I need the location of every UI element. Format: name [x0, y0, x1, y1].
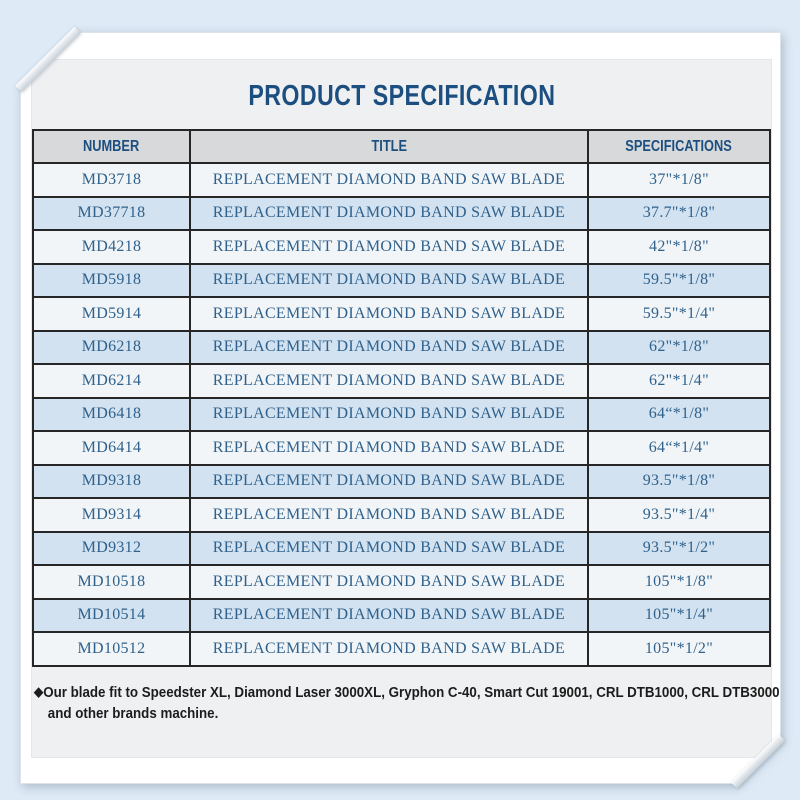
cell-number: MD10512 [33, 632, 190, 666]
cell-spec: 64“*1/4" [588, 431, 770, 465]
spec-table: NUMBER TITLE SPECIFICATIONS MD3718 REPLAC… [32, 129, 771, 667]
table-row: MD3718 REPLACEMENT DIAMOND BAND SAW BLADE… [33, 163, 770, 197]
note-line-2: and other brands machine. [34, 704, 712, 725]
cell-number: MD5918 [33, 264, 190, 298]
compatibility-note: ◆Our blade fit to Speedster XL, Diamond … [34, 681, 771, 725]
table-row: MD10518 REPLACEMENT DIAMOND BAND SAW BLAD… [33, 565, 770, 599]
cell-spec: 59.5"*1/8" [588, 264, 770, 298]
cell-title: REPLACEMENT DIAMOND BAND SAW BLADE [190, 364, 588, 398]
cell-number: MD9312 [33, 532, 190, 566]
cell-spec: 62"*1/4" [588, 364, 770, 398]
col-header-number: NUMBER [33, 130, 190, 163]
table-row: MD10512 REPLACEMENT DIAMOND BAND SAW BLAD… [33, 632, 770, 666]
cell-spec: 105"*1/2" [588, 632, 770, 666]
cell-spec: 37"*1/8" [588, 163, 770, 197]
table-row: MD4218 REPLACEMENT DIAMOND BAND SAW BLADE… [33, 230, 770, 264]
col-header-title-label: TITLE [371, 137, 407, 155]
cell-title: REPLACEMENT DIAMOND BAND SAW BLADE [190, 264, 588, 298]
cell-title: REPLACEMENT DIAMOND BAND SAW BLADE [190, 565, 588, 599]
cell-number: MD10518 [33, 565, 190, 599]
cell-title: REPLACEMENT DIAMOND BAND SAW BLADE [190, 498, 588, 532]
cell-title: REPLACEMENT DIAMOND BAND SAW BLADE [190, 599, 588, 633]
cell-spec: 105"*1/4" [588, 599, 770, 633]
table-row: MD5914 REPLACEMENT DIAMOND BAND SAW BLADE… [33, 297, 770, 331]
table-row: MD6418 REPLACEMENT DIAMOND BAND SAW BLADE… [33, 398, 770, 432]
table-row: MD9314 REPLACEMENT DIAMOND BAND SAW BLADE… [33, 498, 770, 532]
spec-table-body: MD3718 REPLACEMENT DIAMOND BAND SAW BLADE… [33, 163, 770, 666]
cell-spec: 64“*1/8" [588, 398, 770, 432]
document-page-wrapper: PRODUCT SPECIFICATION NUMBER TITLE SPECI… [20, 32, 781, 784]
cell-spec: 62"*1/8" [588, 331, 770, 365]
cell-number: MD6414 [33, 431, 190, 465]
page-title: PRODUCT SPECIFICATION [32, 60, 771, 129]
cell-number: MD6218 [33, 331, 190, 365]
cell-number: MD5914 [33, 297, 190, 331]
table-row: MD6218 REPLACEMENT DIAMOND BAND SAW BLADE… [33, 331, 770, 365]
cell-spec: 37.7"*1/8" [588, 197, 770, 231]
cell-number: MD10514 [33, 599, 190, 633]
diamond-bullet-icon: ◆ [34, 683, 44, 699]
table-row: MD10514 REPLACEMENT DIAMOND BAND SAW BLAD… [33, 599, 770, 633]
cell-number: MD4218 [33, 230, 190, 264]
col-header-specifications: SPECIFICATIONS [588, 130, 770, 163]
cell-title: REPLACEMENT DIAMOND BAND SAW BLADE [190, 331, 588, 365]
spec-table-header: NUMBER TITLE SPECIFICATIONS [33, 130, 770, 163]
cell-title: REPLACEMENT DIAMOND BAND SAW BLADE [190, 297, 588, 331]
cell-number: MD9318 [33, 465, 190, 499]
content-panel: PRODUCT SPECIFICATION NUMBER TITLE SPECI… [31, 59, 772, 758]
cell-number: MD9314 [33, 498, 190, 532]
cell-title: REPLACEMENT DIAMOND BAND SAW BLADE [190, 163, 588, 197]
cell-title: REPLACEMENT DIAMOND BAND SAW BLADE [190, 465, 588, 499]
table-row: MD6414 REPLACEMENT DIAMOND BAND SAW BLADE… [33, 431, 770, 465]
header-row: NUMBER TITLE SPECIFICATIONS [33, 130, 770, 163]
cell-spec: 93.5"*1/4" [588, 498, 770, 532]
table-row: MD5918 REPLACEMENT DIAMOND BAND SAW BLADE… [33, 264, 770, 298]
cell-title: REPLACEMENT DIAMOND BAND SAW BLADE [190, 532, 588, 566]
table-row: MD9318 REPLACEMENT DIAMOND BAND SAW BLADE… [33, 465, 770, 499]
cell-spec: 59.5"*1/4" [588, 297, 770, 331]
table-row: MD6214 REPLACEMENT DIAMOND BAND SAW BLADE… [33, 364, 770, 398]
table-row: MD37718 REPLACEMENT DIAMOND BAND SAW BLAD… [33, 197, 770, 231]
cell-spec: 93.5"*1/8" [588, 465, 770, 499]
cell-spec: 105"*1/8" [588, 565, 770, 599]
table-row: MD9312 REPLACEMENT DIAMOND BAND SAW BLADE… [33, 532, 770, 566]
cell-spec: 93.5"*1/2" [588, 532, 770, 566]
cell-title: REPLACEMENT DIAMOND BAND SAW BLADE [190, 197, 588, 231]
col-header-number-label: NUMBER [83, 137, 140, 155]
cell-title: REPLACEMENT DIAMOND BAND SAW BLADE [190, 632, 588, 666]
col-header-title: TITLE [190, 130, 588, 163]
col-header-specifications-label: SPECIFICATIONS [625, 137, 733, 155]
note-line-1-text: Our blade fit to Speedster XL, Diamond L… [43, 684, 780, 701]
cell-title: REPLACEMENT DIAMOND BAND SAW BLADE [190, 230, 588, 264]
cell-title: REPLACEMENT DIAMOND BAND SAW BLADE [190, 431, 588, 465]
document-page: PRODUCT SPECIFICATION NUMBER TITLE SPECI… [20, 32, 781, 784]
cell-number: MD37718 [33, 197, 190, 231]
cell-number: MD3718 [33, 163, 190, 197]
page-title-text: PRODUCT SPECIFICATION [248, 80, 555, 112]
note-line-1: ◆Our blade fit to Speedster XL, Diamond … [34, 681, 712, 704]
cell-spec: 42"*1/8" [588, 230, 770, 264]
note-line-2-text: and other brands machine. [47, 705, 219, 722]
cell-number: MD6418 [33, 398, 190, 432]
cell-number: MD6214 [33, 364, 190, 398]
cell-title: REPLACEMENT DIAMOND BAND SAW BLADE [190, 398, 588, 432]
